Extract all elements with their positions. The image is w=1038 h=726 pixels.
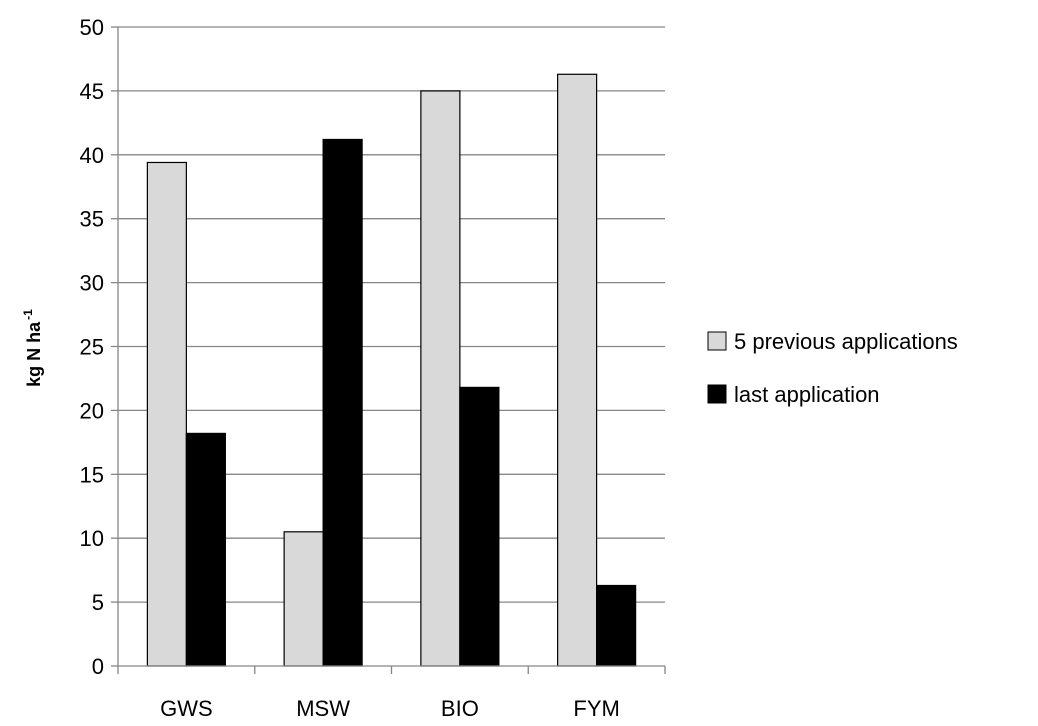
bar-fym-last [596, 584, 637, 667]
y-tick-label: 25 [80, 335, 104, 360]
bar-msw-last [322, 138, 363, 667]
y-tick-label: 15 [80, 462, 104, 487]
y-tick-label: 40 [80, 143, 104, 168]
bar-gws-last [185, 432, 226, 667]
legend-label-previous: 5 previous applications [734, 329, 958, 354]
bar-gws-previous [146, 161, 187, 667]
y-tick-label: 50 [80, 15, 104, 40]
x-tick-label: BIO [441, 696, 479, 721]
legend: 5 previous applications last application [707, 329, 958, 407]
legend-swatch-last [707, 384, 727, 404]
y-tick-label: 35 [80, 207, 104, 232]
y-tick-label: 45 [80, 79, 104, 104]
legend-swatch-previous [707, 331, 727, 351]
bar-fym-previous [557, 73, 598, 667]
x-tick-label: MSW [296, 696, 350, 721]
bars [146, 73, 637, 667]
x-axis-ticks: GWS MSW BIO FYM [117, 666, 666, 721]
bar-msw-previous [283, 531, 324, 667]
x-tick-label: FYM [573, 696, 619, 721]
bar-bio-previous [420, 90, 461, 667]
y-tick-label: 0 [92, 654, 104, 679]
y-axis-title: kg N ha-1 [21, 309, 44, 387]
legend-label-last: last application [734, 382, 880, 407]
x-tick-label: GWS [160, 696, 213, 721]
y-axis-ticks: 0 5 10 15 20 25 30 35 40 45 50 [80, 15, 118, 679]
bar-bio-last [459, 386, 500, 667]
y-tick-label: 5 [92, 590, 104, 615]
y-tick-label: 20 [80, 398, 104, 423]
y-tick-label: 30 [80, 271, 104, 296]
y-tick-label: 10 [80, 526, 104, 551]
